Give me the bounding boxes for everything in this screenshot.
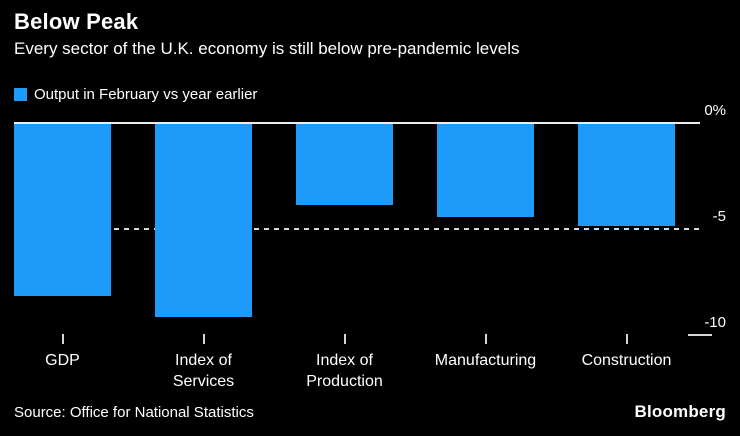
zero-gridline [14,122,700,124]
legend-label: Output in February vs year earlier [34,86,258,103]
chart-subtitle: Every sector of the U.K. economy is stil… [14,39,520,58]
y-axis-label: -5 [712,208,726,225]
x-axis-tick [484,334,487,344]
bar-construction [578,123,675,226]
dashed-gridline [14,228,700,230]
x-axis-tick [202,334,205,344]
category-label: Index of Services [172,352,235,390]
x-axis-tick [61,334,64,344]
bar-gdp [14,123,111,296]
category-label: Index of Production [306,352,383,390]
bar-index-of-services [155,123,252,318]
bar-manufacturing [437,123,534,218]
category-label: Construction [581,352,672,369]
x-axis-tick [625,334,628,344]
x-axis-tick [343,334,346,344]
category-label: GDP [45,352,80,369]
source-note: Source: Office for National Statistics [14,404,254,421]
legend-swatch-icon [14,88,27,101]
category-label: Manufacturing [434,352,537,369]
chart-title: Below Peak [14,9,139,34]
bloomberg-logo: Bloomberg [634,402,726,421]
y-gridline-stub [688,334,712,336]
legend: Output in February vs year earlier [14,86,257,103]
y-axis-label: -10 [704,314,726,331]
y-axis-label: 0% [704,102,726,119]
bar-index-of-production [296,123,393,205]
